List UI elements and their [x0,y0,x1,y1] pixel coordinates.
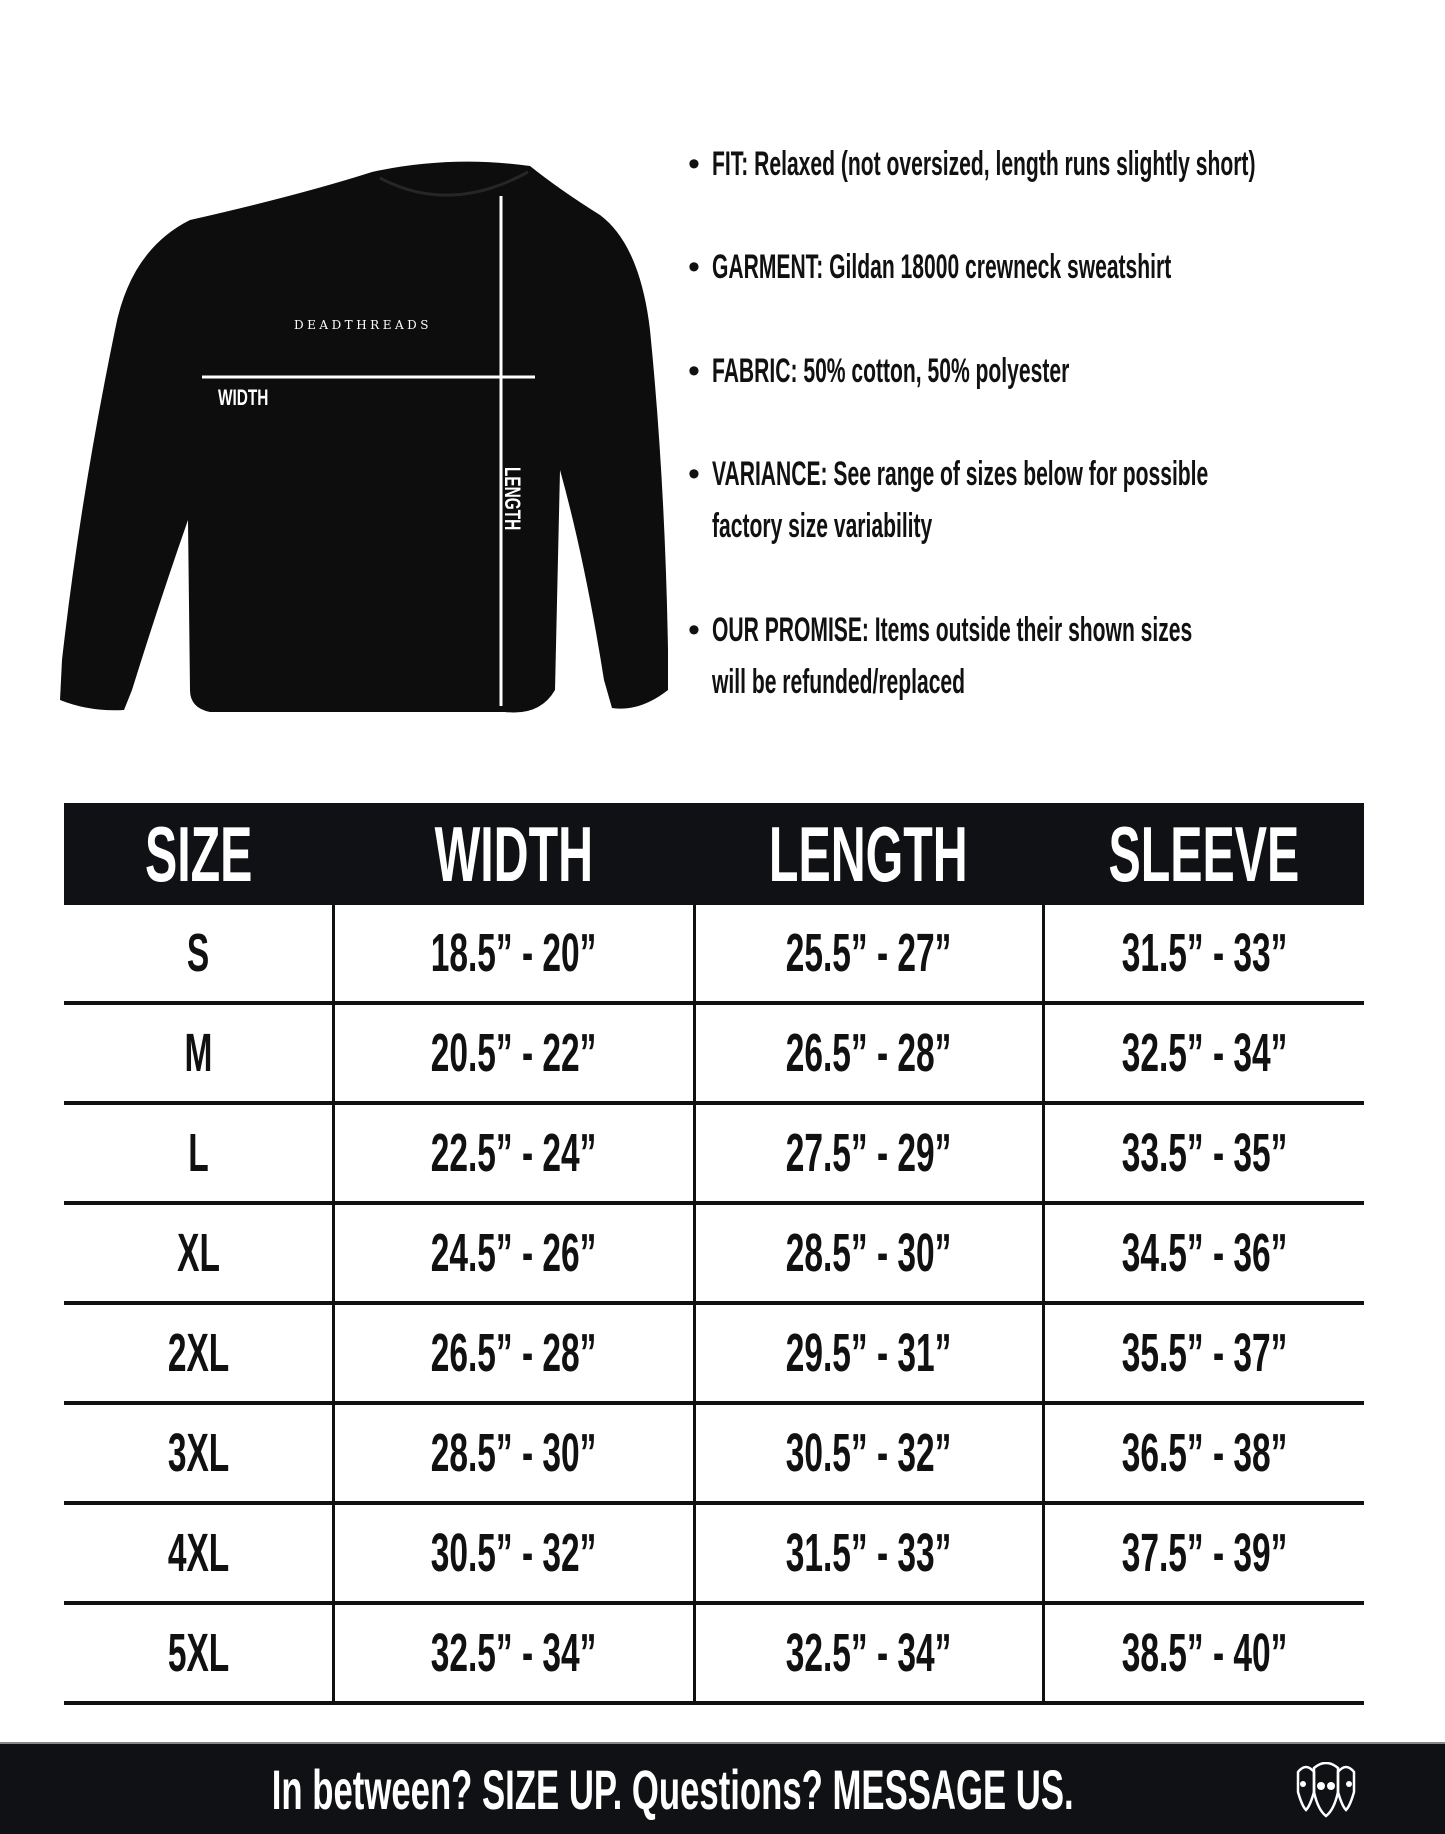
table-row: L 22.5” - 24” 27.5” - 29” 33.5” - 35” [64,1105,1364,1205]
length-label: LENGTH [499,467,523,530]
cell-length: 26.5” - 28” [696,1005,1046,1101]
cell-sleeve: 31.5” - 33” [1121,923,1288,983]
cell-sleeve: 33.5” - 35” [1121,1123,1288,1183]
three-skulls-icon [1296,1762,1356,1818]
cell-width: 18.5” - 20” [335,905,696,1001]
table-row: S 18.5” - 20” 25.5” - 27” 31.5” - 33” [64,905,1364,1005]
cell-size: 5XL [64,1605,336,1701]
bullet-dot: • [688,455,700,493]
cell-length: 25.5” - 27” [696,905,1046,1001]
cell-size: S [64,905,336,1001]
cell-width: 22.5” - 24” [335,1105,696,1201]
cell-sleeve: 36.5” - 38” [1121,1423,1288,1483]
table-header: SIZE WIDTH LENGTH SLEEVE [64,803,1364,905]
header-length: LENGTH [769,809,968,898]
table-row: 4XL 30.5” - 32” 31.5” - 33” 37.5” - 39” [64,1505,1364,1605]
cell-width: 26.5” - 28” [335,1305,696,1401]
cell-width: 30.5” - 32” [335,1505,696,1601]
brand-print: DEADTHREADS [294,318,432,332]
cell-size: L [64,1105,336,1201]
bullet-dot: • [688,248,700,286]
cell-length: 28.5” - 30” [696,1205,1046,1301]
detail-text: will be refunded/replaced [712,663,966,701]
detail-text: VARIANCE: See range of sizes below for p… [712,455,1209,493]
cell-sleeve: 37.5” - 39” [1121,1523,1288,1583]
cell-width: 32.5” - 34” [335,1605,696,1701]
cell-size: 3XL [64,1405,336,1501]
cell-size: M [64,1005,336,1101]
detail-text: OUR PROMISE: Items outside their shown s… [712,611,1193,649]
detail-text: factory size variability [712,507,933,545]
header-sleeve: SLEEVE [1108,809,1299,898]
cell-sleeve: 35.5” - 37” [1121,1323,1288,1383]
table-row: XL 24.5” - 26” 28.5” - 30” 34.5” - 36” [64,1205,1364,1305]
bullet-dot: • [688,352,700,390]
table-row: M 20.5” - 22” 26.5” - 28” 32.5” - 34” [64,1005,1364,1105]
cell-size: 2XL [64,1305,336,1401]
cell-sleeve: 32.5” - 34” [1121,1023,1288,1083]
table-row: 5XL 32.5” - 34” 32.5” - 34” 38.5” - 40” [64,1605,1364,1705]
cell-width: 28.5” - 30” [335,1405,696,1501]
cell-length: 31.5” - 33” [696,1505,1046,1601]
neckline [379,170,529,197]
cell-sleeve: 38.5” - 40” [1121,1623,1288,1683]
cell-length: 32.5” - 34” [696,1605,1046,1701]
detail-text: GARMENT: Gildan 18000 crewneck sweatshir… [712,248,1172,286]
cell-size: XL [64,1205,336,1301]
cell-size: 4XL [64,1505,336,1601]
cell-width: 20.5” - 22” [335,1005,696,1101]
bullet-dot: • [688,145,700,183]
sweatshirt-shape [60,161,668,713]
bullet-dot: • [688,611,700,649]
cell-length: 29.5” - 31” [696,1305,1046,1401]
header-size: SIZE [145,809,253,898]
table-row: 3XL 28.5” - 30” 30.5” - 32” 36.5” - 38” [64,1405,1364,1505]
footer-banner: In between? SIZE UP. Questions? MESSAGE … [0,1742,1445,1834]
cell-sleeve: 34.5” - 36” [1121,1223,1288,1283]
cell-length: 27.5” - 29” [696,1105,1046,1201]
detail-text: FABRIC: 50% cotton, 50% polyester [712,352,1070,390]
width-label: WIDTH [218,386,268,410]
header-width: WIDTH [434,809,594,898]
sweatshirt-measurement-image: DEADTHREADS WIDTH LENGTH [60,161,668,713]
detail-text: FIT: Relaxed (not oversized, length runs… [712,145,1256,183]
cell-width: 24.5” - 26” [335,1205,696,1301]
table-row: 2XL 26.5” - 28” 29.5” - 31” 35.5” - 37” [64,1305,1364,1405]
footer-text: In between? SIZE UP. Questions? MESSAGE … [271,1757,1074,1821]
size-table: SIZE WIDTH LENGTH SLEEVE S 18.5” - 20” 25.… [64,803,1364,1705]
cell-length: 30.5” - 32” [696,1405,1046,1501]
